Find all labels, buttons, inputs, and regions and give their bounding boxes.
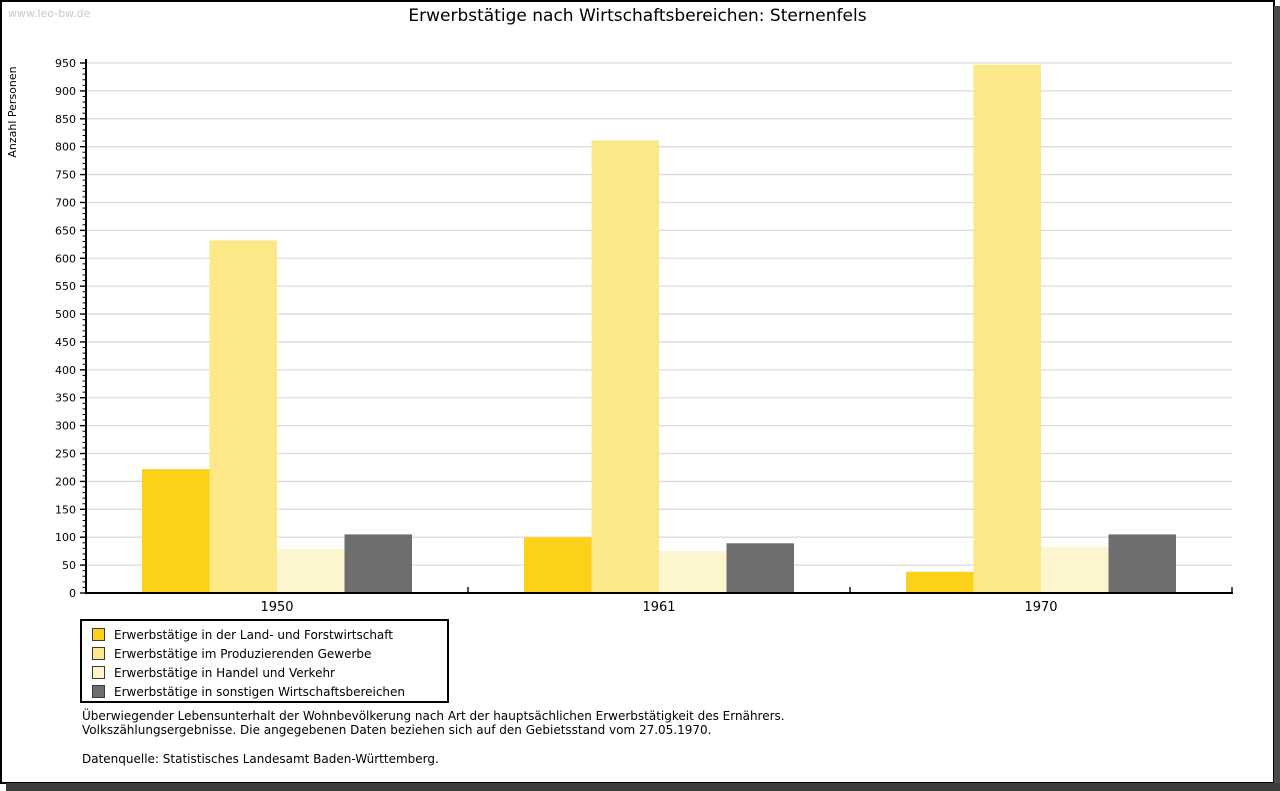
y-tick-label: 850 (55, 113, 76, 126)
bar (659, 551, 727, 593)
legend-swatch-produzierendes-gewerbe (92, 647, 105, 660)
y-tick-label: 550 (55, 280, 76, 293)
footnote-line-2: Volkszählungsergebnisse. Die angegebenen… (82, 723, 712, 737)
legend-label: Erwerbstätige in Handel und Verkehr (114, 665, 335, 680)
y-tick-label: 800 (55, 141, 76, 154)
y-tick-label: 0 (69, 587, 76, 600)
legend-swatch-land-forstwirtschaft (92, 628, 105, 641)
y-tick-label: 50 (62, 559, 76, 572)
legend-swatch-sonstige (92, 685, 105, 698)
y-axis-title: Anzahl Personen (6, 66, 19, 157)
bar (973, 64, 1041, 593)
y-tick-label: 650 (55, 224, 76, 237)
window-shadow-bottom (6, 783, 1280, 791)
y-tick-label: 100 (55, 531, 76, 544)
bar (277, 548, 345, 593)
legend-item: Erwerbstätige in Handel und Verkehr (92, 663, 439, 682)
y-tick-label: 250 (55, 448, 76, 461)
watermark: www.leo-bw.de (8, 7, 91, 20)
x-tick-label: 1970 (1024, 600, 1057, 615)
chart-legend: Erwerbstätige in der Land- und Forstwirt… (80, 619, 449, 703)
page-title: Erwerbstätige nach Wirtschaftsbereichen:… (408, 6, 867, 26)
legend-item: Erwerbstätige in sonstigen Wirtschaftsbe… (92, 682, 439, 701)
data-source-line: Datenquelle: Statistisches Landesamt Bad… (82, 752, 439, 766)
legend-item: Erwerbstätige im Produzierenden Gewerbe (92, 644, 439, 663)
y-tick-label: 500 (55, 308, 76, 321)
bar (524, 537, 592, 593)
y-tick-label: 350 (55, 392, 76, 405)
legend-label: Erwerbstätige in der Land- und Forstwirt… (114, 627, 393, 642)
y-tick-label: 600 (55, 252, 76, 265)
window-shadow-right (1274, 6, 1280, 791)
y-tick-label: 400 (55, 364, 76, 377)
legend-label: Erwerbstätige in sonstigen Wirtschaftsbe… (114, 684, 406, 699)
bar (591, 140, 659, 593)
y-tick-label: 150 (55, 503, 76, 516)
y-tick-label: 300 (55, 420, 76, 433)
bar (209, 240, 277, 593)
y-tick-label: 900 (55, 85, 76, 98)
bar (906, 571, 974, 593)
y-tick-label: 700 (55, 196, 76, 209)
legend-item: Erwerbstätige in der Land- und Forstwirt… (92, 625, 439, 644)
legend-swatch-handel-verkehr (92, 666, 105, 679)
y-tick-label: 950 (55, 57, 76, 70)
bar-chart: 0 50 100 150 200 250 300 350 400 450 500 550 600 650 7… (6, 57, 1233, 615)
y-tick-label: 450 (55, 336, 76, 349)
x-tick-label: 1961 (642, 600, 675, 615)
bar (1041, 546, 1109, 593)
y-tick-label: 750 (55, 169, 76, 182)
bar (726, 543, 794, 593)
y-tick-label: 200 (55, 475, 76, 488)
footnote-line-1: Überwiegender Lebensunterhalt der Wohnbe… (82, 709, 785, 723)
bar (142, 469, 210, 593)
bar (1108, 534, 1176, 593)
bar (344, 534, 412, 593)
legend-label: Erwerbstätige im Produzierenden Gewerbe (114, 646, 372, 661)
x-tick-label: 1950 (260, 600, 293, 615)
